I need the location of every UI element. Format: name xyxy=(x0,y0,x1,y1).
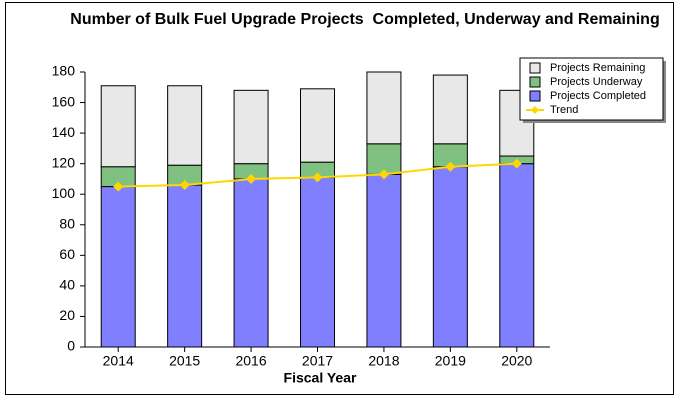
bar xyxy=(233,89,269,165)
trend-marker xyxy=(378,169,389,180)
y-tick-label: 60 xyxy=(59,246,75,262)
legend-label: Projects Completed xyxy=(550,90,646,102)
trend-marker xyxy=(312,172,323,183)
y-tick-label: 40 xyxy=(59,277,75,293)
y-tick-label: 0 xyxy=(67,338,75,354)
bar xyxy=(366,143,402,175)
trend-marker xyxy=(511,158,522,169)
x-tick-label: 2020 xyxy=(501,353,532,369)
x-tick-label: 2014 xyxy=(103,353,134,369)
legend-label: Projects Remaining xyxy=(550,62,645,74)
x-tick-label: 2019 xyxy=(435,353,466,369)
trend-marker xyxy=(179,180,190,191)
x-tick-label: 2018 xyxy=(368,353,399,369)
trend-marker xyxy=(246,173,257,184)
y-tick-label: 100 xyxy=(52,185,76,201)
legend-label: Trend xyxy=(550,104,578,116)
bar xyxy=(366,173,402,348)
x-axis-label: Fiscal Year xyxy=(284,370,357,386)
bar xyxy=(300,176,335,348)
bar xyxy=(100,85,136,168)
x-tick-label: 2017 xyxy=(302,353,333,369)
bar xyxy=(300,88,335,163)
trend-marker xyxy=(445,161,456,172)
y-tick-label: 20 xyxy=(59,307,75,323)
bar xyxy=(366,71,402,145)
legend-swatch xyxy=(529,76,541,88)
trend-marker xyxy=(113,181,124,192)
bar xyxy=(167,184,203,348)
y-tick-label: 120 xyxy=(52,154,76,170)
legend-label: Projects Underway xyxy=(550,76,643,88)
bar xyxy=(100,186,136,348)
x-tick-label: 2015 xyxy=(169,353,200,369)
y-tick-label: 180 xyxy=(52,63,76,79)
bar xyxy=(499,163,535,348)
bar xyxy=(432,166,468,348)
legend-marker xyxy=(531,106,539,114)
bar xyxy=(233,178,269,348)
y-tick-label: 140 xyxy=(52,124,76,140)
bar xyxy=(432,74,468,145)
bar xyxy=(167,85,203,166)
x-tick-label: 2016 xyxy=(235,353,266,369)
legend-swatch xyxy=(529,90,541,102)
chart-title: Number of Bulk Fuel Upgrade Projects Com… xyxy=(70,11,660,28)
y-tick-label: 160 xyxy=(52,93,76,109)
legend-swatch xyxy=(529,62,541,74)
y-tick-label: 80 xyxy=(59,215,75,231)
